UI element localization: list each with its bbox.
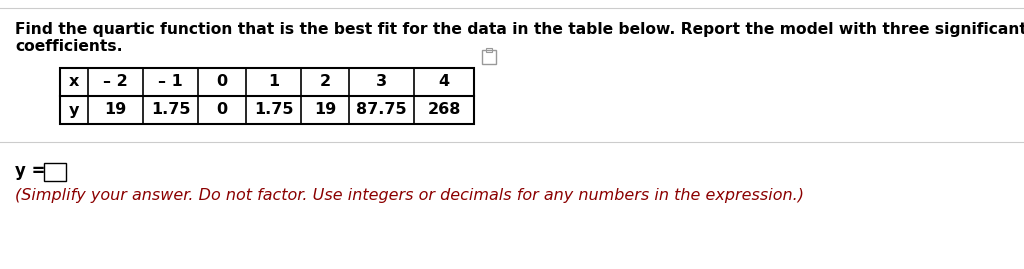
Text: Find the quartic function that is the best fit for the data in the table below. : Find the quartic function that is the be…	[15, 22, 1024, 37]
Text: 19: 19	[104, 102, 127, 118]
Text: y =: y =	[15, 162, 45, 180]
Text: y: y	[69, 102, 79, 118]
Text: 268: 268	[427, 102, 461, 118]
Text: 19: 19	[314, 102, 336, 118]
Text: 2: 2	[319, 75, 331, 90]
Text: 4: 4	[438, 75, 450, 90]
Text: 3: 3	[376, 75, 387, 90]
Text: coefficients.: coefficients.	[15, 39, 123, 54]
Bar	[482, 50, 496, 64]
Text: – 1: – 1	[158, 75, 183, 90]
Text: 0: 0	[216, 75, 227, 90]
Text: 1.75: 1.75	[254, 102, 293, 118]
Text: x: x	[69, 75, 79, 90]
Bar	[486, 48, 493, 52]
Text: – 2: – 2	[103, 75, 128, 90]
Text: 1: 1	[268, 75, 280, 90]
Text: (Simplify your answer. Do not factor. Use integers or decimals for any numbers i: (Simplify your answer. Do not factor. Us…	[15, 188, 804, 203]
Text: 1.75: 1.75	[151, 102, 190, 118]
Text: 0: 0	[216, 102, 227, 118]
Bar	[44, 163, 66, 181]
Bar	[60, 68, 474, 124]
Text: 87.75: 87.75	[356, 102, 407, 118]
